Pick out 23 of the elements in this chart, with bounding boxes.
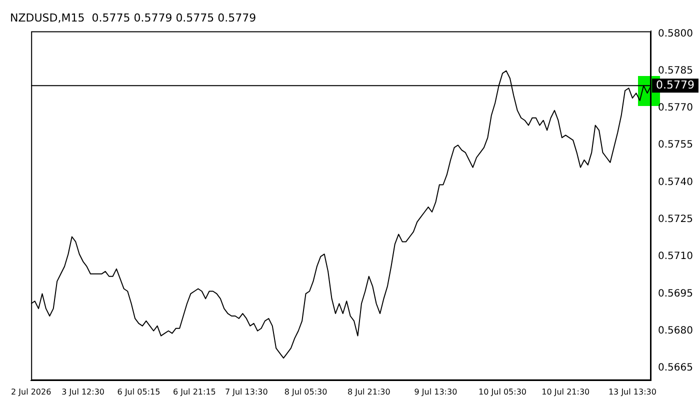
y-tick-label: 0.5665 [658,362,694,374]
x-tick-label: 10 Jul 21:30 [542,387,590,396]
x-tick-label: 8 Jul 05:30 [284,387,328,396]
y-tick-label: 0.5770 [658,102,694,114]
chart-title: NZDUSD,M15 0.5775 0.5779 0.5775 0.5779 [10,11,256,24]
y-tick-label: 0.5740 [658,176,694,188]
x-tick-label: 2 Jul 2026 [11,387,52,396]
x-tick-label: 8 Jul 21:30 [347,387,390,396]
y-tick-label: 0.5725 [658,214,694,226]
y-tick-label: 0.5755 [658,140,694,151]
y-tick-label: 0.5785 [658,65,694,76]
y-tick-label: 0.5680 [658,325,694,336]
y-tick-label: 0.5800 [658,28,694,40]
y-tick-label: 0.5710 [658,251,694,262]
x-tick-label: 9 Jul 13:30 [414,387,458,396]
x-tick-label: 3 Jul 12:30 [62,387,105,396]
x-tick-label: 13 Jul 13:30 [608,387,656,396]
x-tick-label: 6 Jul 05:15 [117,387,160,396]
x-tick-label: 6 Jul 21:15 [172,387,216,396]
y-tick-label: 0.5695 [658,288,694,300]
ref-line-label: 0.5779 [656,78,695,92]
x-tick-label: 10 Jul 05:30 [478,387,527,396]
x-tick-label: 7 Jul 13:30 [224,387,268,396]
